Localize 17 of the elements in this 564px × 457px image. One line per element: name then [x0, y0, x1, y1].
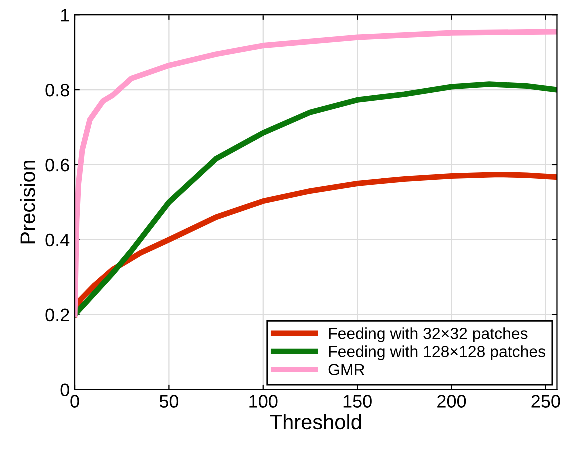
legend-label: Feeding with 128×128 patches [329, 346, 546, 361]
x-tick-label: 100 [250, 395, 278, 408]
x-tick-label: 250 [532, 395, 560, 408]
y-tick-label: 0 [60, 384, 70, 397]
x-tick-label: 0 [70, 395, 80, 408]
y-axis-title: Precision [20, 160, 36, 244]
y-tick-label: 0.6 [46, 158, 70, 172]
x-axis-title: Threshold [270, 414, 362, 430]
y-tick-label: 0.8 [46, 84, 70, 97]
legend-label: Feeding with 32×32 patches [329, 328, 528, 342]
x-tick-label: 50 [160, 395, 179, 408]
legend-label: GMR [328, 364, 365, 376]
y-tick-label: 1 [61, 9, 70, 22]
y-tick-label: 0.2 [46, 308, 70, 322]
x-tick-label: 200 [438, 395, 466, 408]
x-tick-label: 150 [344, 395, 372, 408]
y-tick-label: 0.4 [46, 234, 70, 247]
